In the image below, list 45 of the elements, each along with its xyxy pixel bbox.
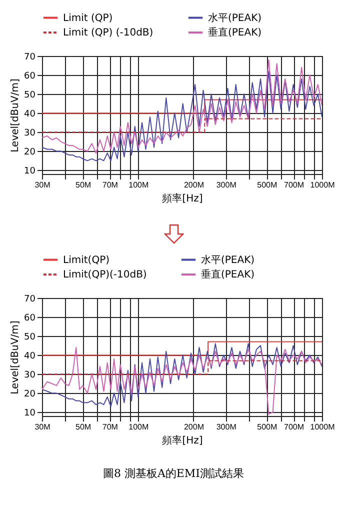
y-tick-label: 40: [24, 110, 36, 120]
caption: 圖8 測基板A的EMI測試結果: [102, 466, 246, 481]
x-tick-label: 300M: [216, 422, 237, 432]
x-axis-title: 頻率[Hz]: [162, 192, 203, 204]
y-axis-title: Level[dBuV/m]: [10, 78, 22, 152]
x-tick-label: 300M: [216, 180, 237, 190]
y-tick-label: 70: [24, 52, 36, 62]
y-tick-label: 60: [24, 72, 36, 82]
x-tick-label: 70M: [102, 180, 118, 190]
y-tick-label: 10: [24, 166, 36, 177]
x-tick-label: 200M: [184, 180, 204, 190]
y-tick-label: 50: [24, 90, 36, 101]
x-tick-label: 100M: [128, 180, 149, 190]
x-tick-label: 1000M: [310, 180, 336, 190]
x-tick-label: 200M: [184, 422, 204, 432]
x-tick-label: 30M: [34, 422, 51, 432]
x-tick-label: 50M: [76, 180, 92, 190]
y-tick-label: 40: [24, 352, 36, 362]
x-tick-label: 30M: [34, 180, 51, 190]
y-tick-label: 50: [24, 332, 36, 343]
y-tick-label: 10: [24, 408, 36, 419]
x-axis-title: 頻率[Hz]: [162, 434, 203, 446]
x-tick-label: 50M: [76, 422, 92, 432]
x-tick-label: 700M: [284, 180, 304, 190]
legend-label: 垂直(PEAK): [208, 26, 262, 38]
x-tick-label: 1000M: [310, 422, 336, 432]
legend-label: Limit (QP) (-10dB): [63, 28, 154, 38]
legend-label: 垂直(PEAK): [201, 268, 255, 280]
y-axis-title: Level[dBuV/m]: [10, 320, 22, 394]
legend-label: Limit(QP): [63, 254, 110, 266]
x-tick-label: 70M: [102, 422, 118, 432]
y-tick-label: 20: [24, 390, 36, 400]
x-tick-label: 100M: [128, 422, 149, 432]
y-tick-label: 70: [24, 294, 36, 304]
y-tick-label: 30: [24, 370, 36, 381]
legend-label: Limit(QP)(-10dB): [63, 270, 147, 280]
legend-label: Limit (QP): [63, 12, 113, 24]
y-tick-label: 30: [24, 128, 36, 139]
x-tick-label: 500M: [257, 180, 278, 190]
x-tick-label: 500M: [257, 422, 278, 432]
y-tick-label: 20: [24, 148, 36, 158]
y-tick-label: 60: [24, 314, 36, 324]
legend-label: 水平(PEAK): [208, 12, 262, 24]
legend-label: 水平(PEAK): [201, 254, 255, 266]
x-tick-label: 700M: [284, 422, 304, 432]
